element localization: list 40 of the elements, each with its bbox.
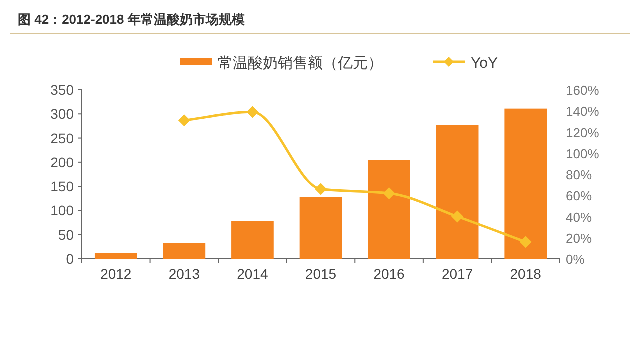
x-tick-label: 2012 bbox=[100, 266, 132, 282]
bar bbox=[504, 108, 548, 259]
y-tick-label: 250 bbox=[50, 130, 74, 146]
point bbox=[452, 210, 464, 223]
point bbox=[246, 106, 259, 118]
point bbox=[520, 236, 532, 248]
x-tick-label: 2015 bbox=[305, 266, 337, 282]
y2-tick-label: 0% bbox=[566, 252, 586, 267]
point bbox=[383, 188, 396, 200]
y-tick-label: 0 bbox=[66, 251, 74, 267]
y-tick-label: 150 bbox=[50, 178, 74, 195]
y2-tick-label: 120% bbox=[566, 125, 600, 140]
y-tick-label: 350 bbox=[50, 82, 74, 98]
y2-tick-label: 140% bbox=[566, 104, 600, 120]
bar bbox=[232, 221, 274, 259]
x-tick-label: 2016 bbox=[374, 266, 406, 282]
y-tick-label: 100 bbox=[50, 202, 74, 219]
chart-title: 图 42：2012-2018 年常温酸奶市场规模 bbox=[18, 12, 245, 27]
bar bbox=[163, 243, 206, 259]
x-tick-label: 2018 bbox=[510, 266, 542, 282]
y-tick-label: 50 bbox=[58, 226, 74, 243]
point bbox=[178, 114, 190, 127]
y-tick-label: 300 bbox=[50, 106, 74, 122]
point bbox=[315, 183, 327, 196]
y2-tick-label: 60% bbox=[566, 188, 592, 204]
y2-tick-label: 20% bbox=[566, 230, 592, 246]
legend-label: 常温酸奶销售额（亿元） bbox=[218, 55, 383, 72]
y2-tick-label: 80% bbox=[566, 168, 592, 182]
x-tick-label: 2013 bbox=[168, 266, 200, 282]
bar bbox=[300, 197, 342, 259]
bar bbox=[436, 125, 479, 259]
y-tick-label: 200 bbox=[50, 154, 74, 170]
y2-tick-label: 100% bbox=[566, 146, 600, 162]
y2-tick-label: 40% bbox=[566, 210, 592, 225]
x-tick-label: 2014 bbox=[237, 266, 268, 282]
bar bbox=[94, 253, 138, 259]
x-tick-label: 2017 bbox=[442, 266, 474, 282]
bar bbox=[368, 160, 410, 259]
y2-tick-label: 160% bbox=[566, 83, 600, 98]
legend-label: YoY bbox=[471, 55, 498, 72]
